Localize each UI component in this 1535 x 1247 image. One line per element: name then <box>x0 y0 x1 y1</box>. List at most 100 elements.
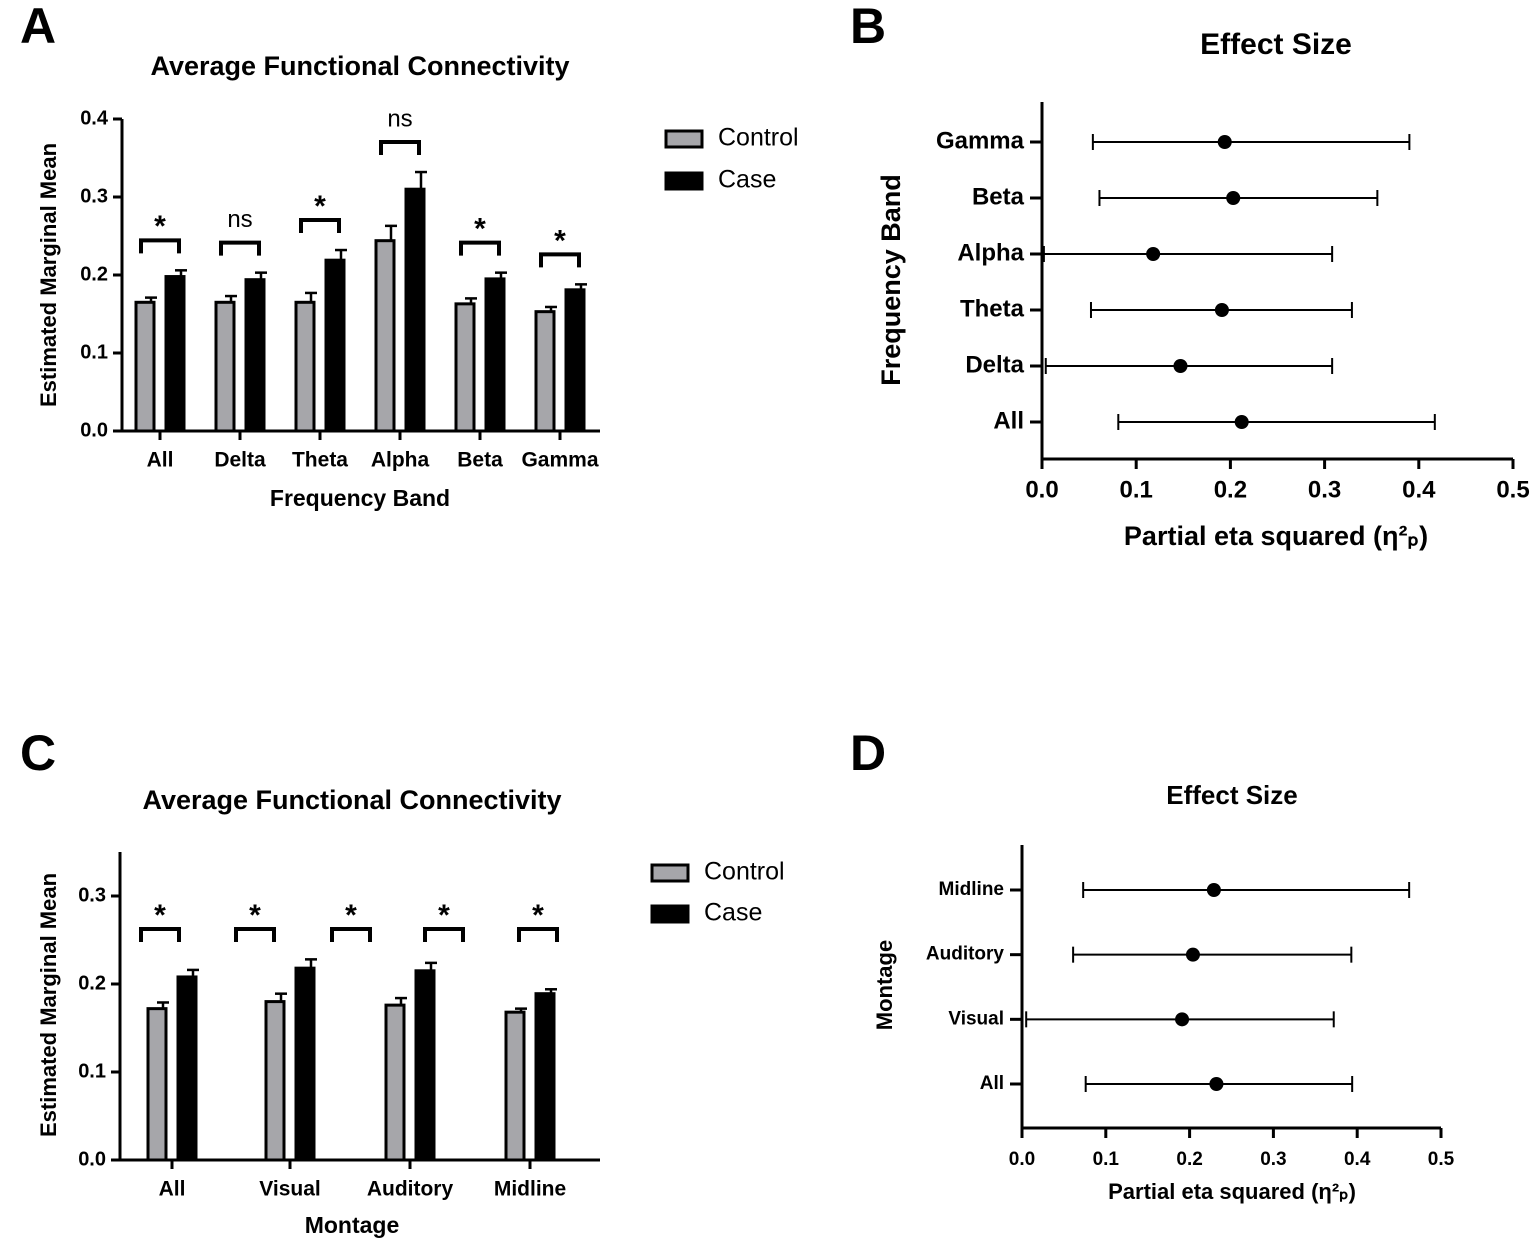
x-tick-label: Visual <box>259 1178 320 1201</box>
panel-label: D <box>850 725 886 781</box>
significance-bracket <box>219 240 261 256</box>
significance-label: ns <box>387 105 412 132</box>
y-axis-title: Estimated Marginal Mean <box>36 873 61 1137</box>
x-tick-label: 0.4 <box>1344 1149 1371 1170</box>
point-estimate <box>1146 247 1161 261</box>
bar <box>214 300 236 433</box>
significance-bracket <box>139 927 181 942</box>
legend-label: Control <box>718 124 799 152</box>
x-tick-label: 0.5 <box>1428 1149 1455 1170</box>
point-estimate <box>1175 1012 1190 1027</box>
bar <box>534 310 556 433</box>
bar <box>134 300 156 433</box>
bar <box>374 239 396 433</box>
x-tick-label: Alpha <box>371 449 430 472</box>
panel-label: A <box>20 0 56 54</box>
x-axis-title: Frequency Band <box>270 485 450 511</box>
point-estimate <box>1185 947 1200 962</box>
panel-label: C <box>20 725 56 781</box>
x-tick-label: 0.2 <box>1176 1149 1202 1170</box>
point-estimate <box>1173 359 1188 373</box>
x-tick-label: Theta <box>292 449 348 472</box>
x-axis-title: Partial eta squared (η²ₚ) <box>1124 521 1428 551</box>
legend-label: Control <box>704 858 785 886</box>
x-tick-label: 0.3 <box>1308 476 1341 503</box>
y-tick-label: All <box>980 1073 1004 1094</box>
point-estimate <box>1234 415 1249 429</box>
bar <box>384 1003 406 1162</box>
significance-bracket <box>330 927 372 942</box>
x-tick-label: 0.4 <box>1402 476 1436 503</box>
x-tick-label: 0.0 <box>1025 476 1058 503</box>
x-tick-label: Midline <box>494 1178 566 1201</box>
y-tick-label: 0.2 <box>80 263 108 285</box>
bar <box>146 1007 168 1162</box>
x-tick-label: Auditory <box>367 1178 454 1201</box>
significance-label: * <box>532 899 544 932</box>
legend-swatch <box>664 171 704 191</box>
bar <box>264 1000 286 1162</box>
x-tick-label: Beta <box>457 449 503 472</box>
significance-bracket <box>517 927 559 942</box>
bar <box>504 1010 526 1162</box>
significance-bracket <box>139 238 181 254</box>
y-tick-label: 0.2 <box>78 972 106 994</box>
chart-title: Average Functional Connectivity <box>150 51 569 81</box>
significance-bracket <box>299 218 341 234</box>
legend-swatch <box>664 129 704 149</box>
y-tick-label: 0.1 <box>80 341 108 363</box>
x-tick-label: All <box>147 449 174 472</box>
y-tick-label: 0.1 <box>78 1060 106 1082</box>
x-tick-label: 0.5 <box>1496 476 1529 503</box>
x-tick-label: 0.2 <box>1214 476 1247 503</box>
x-tick-label: Delta <box>214 449 266 472</box>
bar <box>404 187 426 433</box>
y-tick-label: Visual <box>948 1008 1004 1029</box>
bar <box>294 300 316 433</box>
significance-label: * <box>249 899 261 932</box>
y-tick-label: 0.4 <box>80 107 109 129</box>
x-axis-title: Montage <box>305 1212 400 1238</box>
point-estimate <box>1214 303 1229 317</box>
bar <box>454 302 476 433</box>
x-tick-label: 0.0 <box>1009 1149 1035 1170</box>
y-tick-label: 0.3 <box>80 185 108 207</box>
y-axis-title: Montage <box>872 940 897 1030</box>
x-tick-label: 0.1 <box>1120 476 1153 503</box>
bar <box>244 278 266 433</box>
significance-label: * <box>154 210 166 243</box>
y-tick-label: Theta <box>960 295 1025 322</box>
bar <box>176 975 198 1162</box>
y-tick-label: 0.0 <box>78 1148 106 1170</box>
significance-label: ns <box>227 206 252 233</box>
y-tick-label: Midline <box>939 879 1004 900</box>
bar <box>164 275 186 433</box>
bar <box>294 966 316 1162</box>
y-tick-label: Beta <box>972 183 1025 210</box>
panel-label: B <box>850 0 886 54</box>
y-tick-label: 0.3 <box>78 884 106 906</box>
chart-title: Average Functional Connectivity <box>142 785 561 815</box>
y-tick-label: Auditory <box>926 944 1005 965</box>
y-axis-title: Frequency Band <box>876 174 906 386</box>
significance-label: * <box>154 899 166 932</box>
significance-bracket <box>459 240 501 256</box>
significance-label: * <box>438 899 450 932</box>
bar <box>534 992 556 1162</box>
significance-bracket <box>539 252 581 268</box>
x-tick-label: Gamma <box>521 449 598 472</box>
y-tick-label: Alpha <box>957 239 1024 266</box>
legend-label: Case <box>704 899 762 927</box>
significance-bracket <box>423 927 465 942</box>
x-tick-label: 0.1 <box>1093 1149 1120 1170</box>
legend-swatch <box>650 863 690 883</box>
y-tick-label: 0.0 <box>80 419 108 441</box>
x-tick-label: All <box>159 1178 186 1201</box>
significance-label: * <box>345 899 357 932</box>
bar <box>484 277 506 433</box>
y-tick-label: Gamma <box>936 127 1025 154</box>
significance-label: * <box>554 224 566 257</box>
significance-bracket <box>234 927 276 942</box>
bar <box>414 969 436 1162</box>
